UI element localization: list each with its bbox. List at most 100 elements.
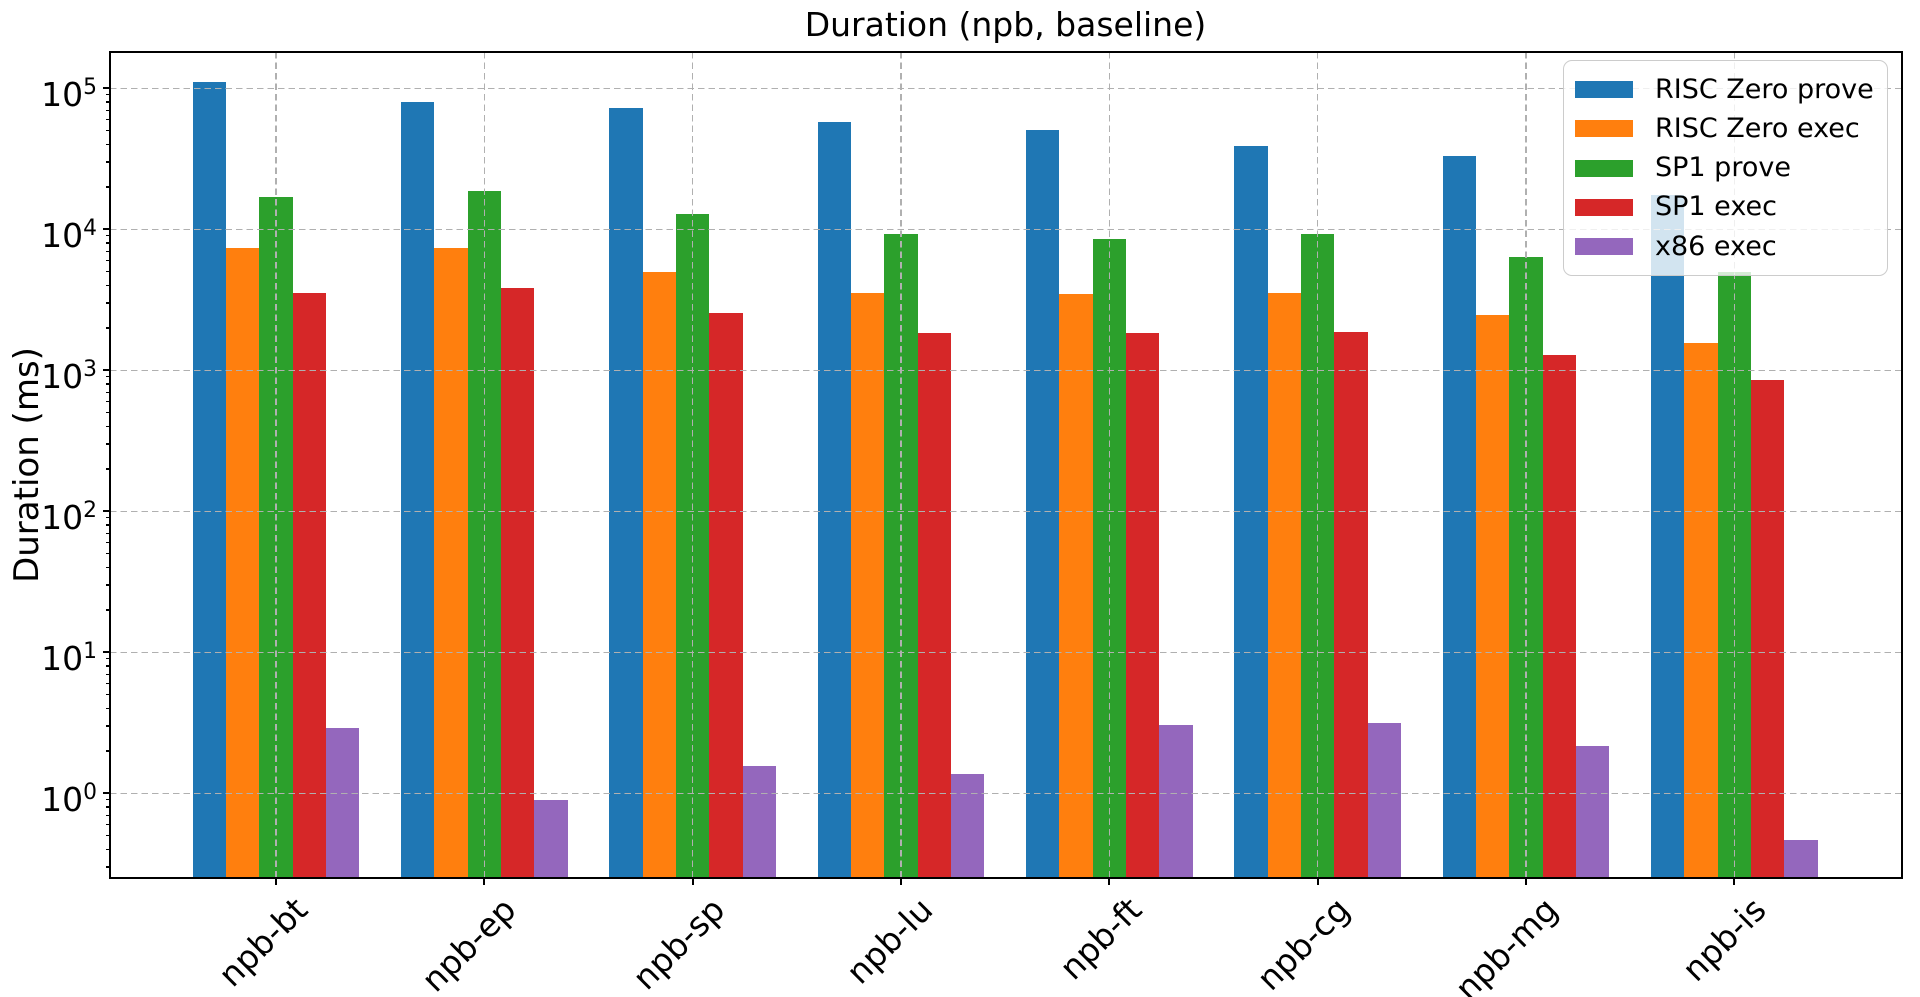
- y-minor-tick: [106, 665, 110, 667]
- x-gridline: [900, 52, 902, 878]
- legend-label: RISC Zero exec: [1655, 112, 1860, 144]
- y-minor-tick: [106, 271, 110, 273]
- x-tick-label-npb-ep: npb-ep: [414, 889, 524, 997]
- y-tick-label: 102: [41, 498, 97, 538]
- chart-title: Duration (npb, baseline): [804, 5, 1207, 44]
- y-tick-label: 103: [41, 357, 97, 397]
- y-minor-tick: [106, 823, 110, 826]
- bar-npb-mg-x86-exec: [1575, 746, 1610, 878]
- legend-label: SP1 exec: [1655, 191, 1777, 223]
- y-minor-tick: [106, 302, 110, 304]
- legend-label: x86 exec: [1655, 230, 1777, 262]
- y-gridline: [110, 228, 1901, 231]
- bar-npb-bt-sp1-exec: [292, 293, 326, 878]
- y-minor-tick: [106, 118, 110, 121]
- y-minor-tick: [106, 109, 110, 111]
- y-minor-tick: [106, 835, 110, 837]
- bar-npb-cg-x86-exec: [1367, 723, 1401, 878]
- bar-npb-ep-risc-zero-exec: [434, 247, 468, 878]
- y-minor-tick: [106, 750, 110, 752]
- y-minor-tick: [106, 553, 110, 555]
- x-tick-label-npb-lu: npb-lu: [838, 889, 941, 992]
- y-gridline: [110, 87, 1901, 90]
- y-minor-tick: [106, 658, 110, 660]
- bar-npb-lu-x86-exec: [950, 774, 985, 878]
- y-gridline: [110, 651, 1901, 654]
- y-tick-label: 105: [41, 75, 97, 115]
- x-tick: [483, 878, 486, 885]
- y-tick-label: 104: [41, 216, 97, 256]
- y-minor-tick: [106, 186, 110, 188]
- legend: RISC Zero prove RISC Zero exec SP1 prove SP…: [1563, 60, 1888, 276]
- x-gridline: [1525, 52, 1527, 878]
- y-minor-tick: [106, 541, 110, 544]
- y-minor-tick: [106, 376, 110, 378]
- bar-npb-ft-risc-zero-exec: [1059, 293, 1093, 878]
- y-minor-tick: [106, 259, 110, 262]
- y-minor-tick: [106, 609, 110, 611]
- bar-npb-sp-sp1-exec: [709, 313, 743, 878]
- y-minor-tick: [106, 682, 110, 685]
- y-major-tick: [103, 651, 110, 654]
- y-minor-tick: [106, 391, 110, 393]
- y-minor-tick: [106, 468, 110, 470]
- y-minor-tick: [106, 327, 110, 329]
- y-minor-tick: [106, 425, 110, 428]
- y-minor-tick: [106, 143, 110, 146]
- x-tick-label-npb-is: npb-is: [1674, 889, 1774, 989]
- bar-npb-mg-risc-zero-prove: [1442, 156, 1476, 878]
- bar-npb-cg-risc-zero-exec: [1267, 292, 1301, 878]
- x-tick: [1733, 878, 1736, 885]
- y-minor-tick: [106, 101, 110, 103]
- bar-npb-ft-risc-zero-prove: [1025, 130, 1060, 878]
- y-minor-tick: [106, 848, 110, 851]
- y-minor-tick: [106, 284, 110, 287]
- legend-item: RISC Zero prove: [1575, 73, 1887, 105]
- bar-npb-is-x86-exec: [1784, 839, 1818, 878]
- y-gridline: [110, 369, 1901, 372]
- bar-npb-mg-risc-zero-exec: [1475, 315, 1510, 878]
- y-tick-label: 100: [41, 780, 97, 820]
- legend-item: SP1 prove: [1575, 153, 1887, 183]
- x-tick: [1108, 878, 1111, 885]
- y-minor-tick: [106, 694, 110, 696]
- y-major-tick: [103, 228, 110, 231]
- y-minor-tick: [106, 584, 110, 586]
- x-tick: [275, 878, 277, 885]
- x-tick: [1316, 878, 1319, 885]
- x-tick: [899, 878, 902, 885]
- y-minor-tick: [106, 94, 110, 96]
- y-minor-tick: [106, 799, 110, 801]
- bar-npb-is-sp1-exec: [1750, 380, 1785, 878]
- x-gridline: [1316, 52, 1319, 878]
- bar-npb-cg-sp1-exec: [1334, 331, 1368, 878]
- bar-npb-mg-sp1-exec: [1542, 355, 1576, 878]
- legend-label: RISC Zero prove: [1655, 73, 1874, 105]
- y-major-tick: [103, 369, 110, 372]
- y-minor-tick: [106, 517, 110, 519]
- y-minor-tick: [106, 443, 110, 445]
- legend-item: RISC Zero exec: [1575, 114, 1887, 144]
- x-tick-label-npb-cg: npb-cg: [1249, 889, 1358, 997]
- x-gridline: [483, 52, 486, 878]
- x86-exec-swatch: [1575, 238, 1633, 256]
- x-tick: [1524, 878, 1527, 885]
- y-minor-tick: [106, 161, 110, 163]
- y-gridline: [110, 510, 1901, 513]
- y-tick-label: 101: [41, 639, 97, 679]
- y-minor-tick: [106, 707, 110, 710]
- y-gridline: [110, 792, 1901, 795]
- y-minor-tick: [106, 412, 110, 414]
- y-major-tick: [103, 792, 110, 795]
- y-minor-tick: [106, 524, 110, 526]
- bar-npb-ep-sp1-exec: [500, 288, 535, 878]
- bar-npb-ft-x86-exec: [1159, 725, 1193, 878]
- y-minor-tick: [106, 383, 110, 385]
- bar-npb-lu-risc-zero-exec: [850, 292, 885, 878]
- y-minor-tick: [106, 235, 110, 237]
- y-minor-tick: [106, 814, 110, 816]
- risc-zero-prove-swatch: [1575, 80, 1633, 98]
